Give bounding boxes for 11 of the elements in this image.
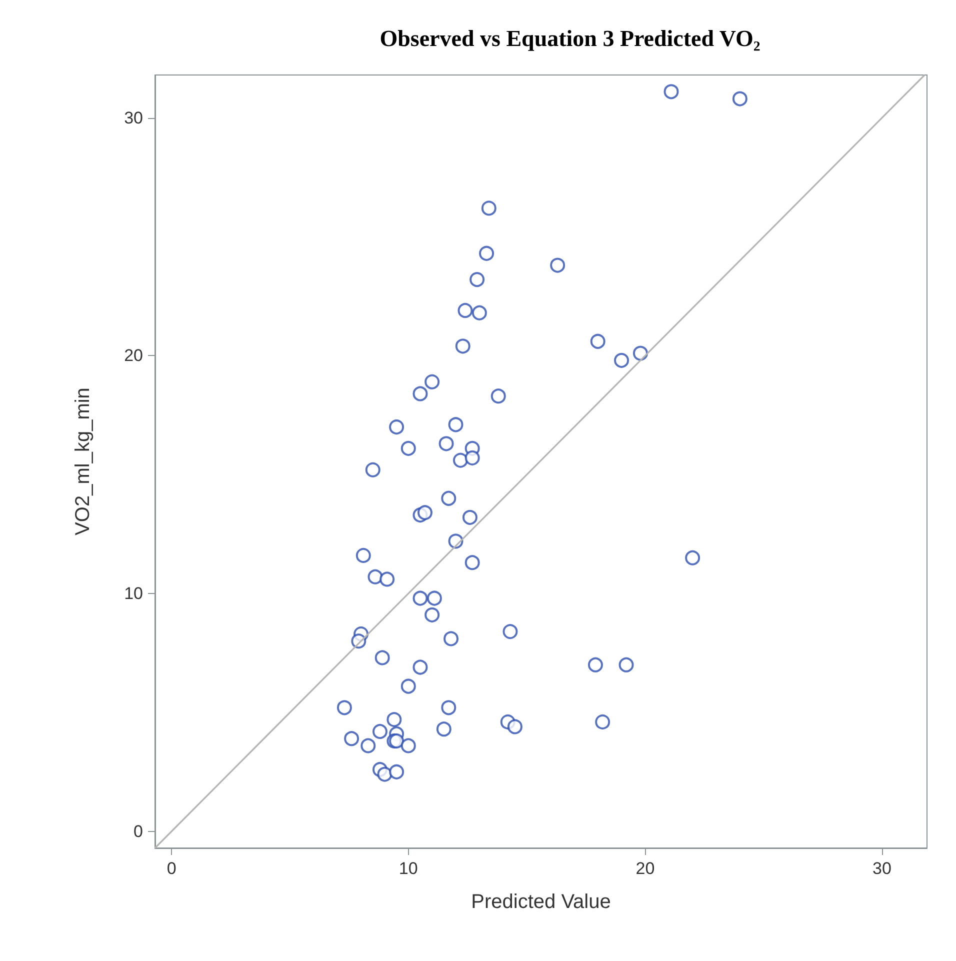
y-tick-label: 20 [124,346,143,366]
chart-title: Observed vs Equation 3 Predicted VO₂ [380,26,760,51]
y-tick-label: 30 [124,108,143,128]
x-tick-label: 30 [872,859,892,878]
x-tick-label: 0 [166,859,176,878]
x-tick-label: 20 [636,859,655,878]
x-axis-title: Predicted Value [471,891,611,913]
y-axis-title: VO2_ml_kg_min [72,388,94,536]
x-tick-label: 10 [398,859,418,878]
y-tick-label: 0 [134,822,143,841]
y-tick-label: 10 [124,584,143,604]
